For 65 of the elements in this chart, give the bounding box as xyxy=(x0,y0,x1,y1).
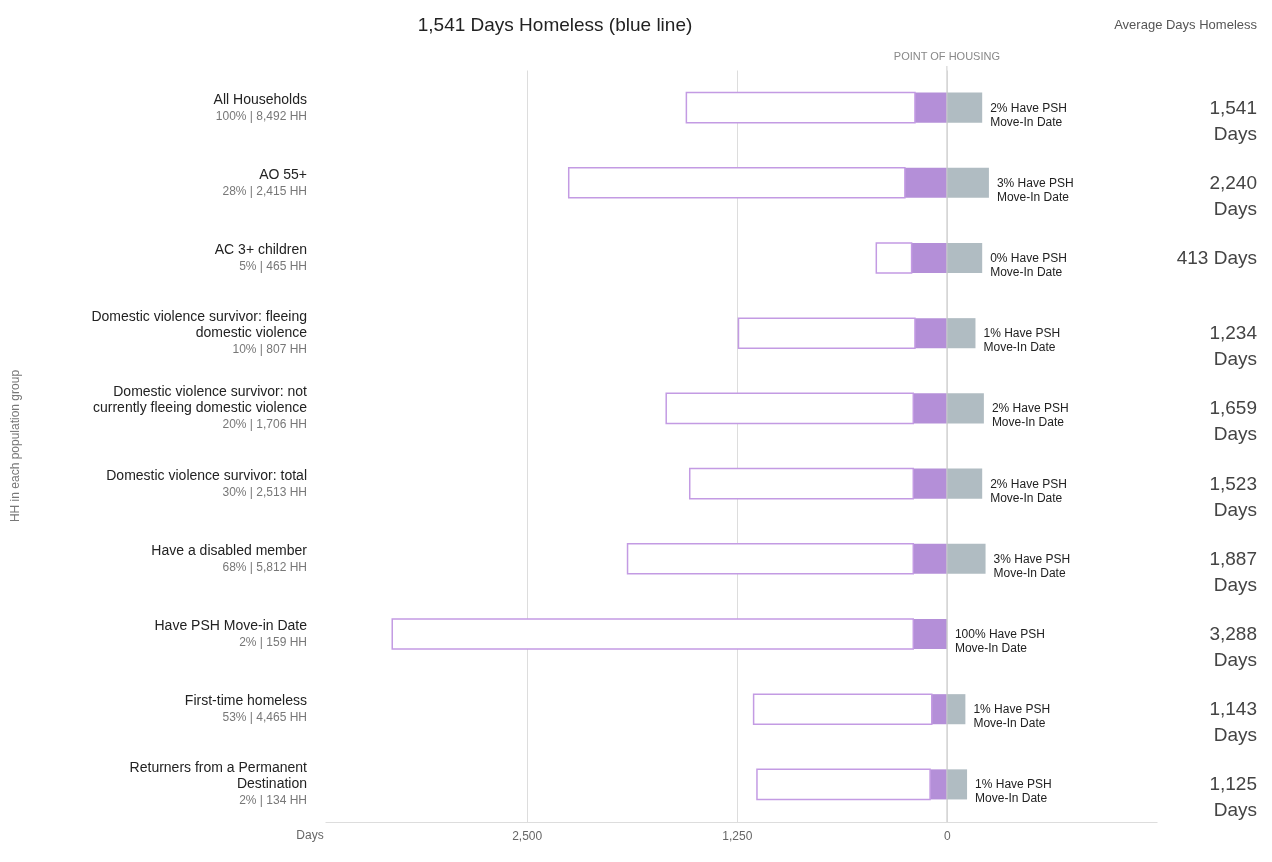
y-tick-label: Have PSH Move-in Date 2% | 159 HH xyxy=(154,617,308,649)
y-tick-label: Returners from a Permanent Destination 2% | 134 HH xyxy=(129,759,308,808)
bar xyxy=(567,167,906,199)
y-tick-label: AC 3+ children 5% | 465 HH xyxy=(214,241,307,273)
y-tick-label: First-time homeless 53% | 4,465 HH xyxy=(184,692,307,725)
bar xyxy=(688,467,915,500)
bar xyxy=(685,91,916,124)
chart-title: 1,541 Days Homeless (blue line) xyxy=(417,14,693,35)
y-tick-label: All Households 100% | 8,492 HH xyxy=(213,90,307,123)
y-tick-label: AO 55+ 28% | 2,415 HH xyxy=(222,165,307,198)
bar xyxy=(946,543,986,574)
bar xyxy=(946,393,984,424)
ref-line-label: POINT OF HOUSING xyxy=(893,50,1000,62)
bar xyxy=(946,468,983,499)
annotation: 1% Have PSH Move-In Date xyxy=(973,702,1051,731)
bar xyxy=(946,92,983,123)
annotation: 3% Have PSH Move-In Date xyxy=(996,175,1074,204)
annotation: 2% Have PSH Move-In Date xyxy=(991,401,1069,430)
text: Average Days Homeless xyxy=(1114,17,1258,32)
text: 3,288 Days xyxy=(1209,623,1257,670)
bar xyxy=(946,318,976,349)
x-tick-label: 0 xyxy=(944,828,952,843)
bar xyxy=(946,694,966,725)
text: 1,125 Days xyxy=(1209,773,1257,821)
text: 1,659 Days xyxy=(1209,397,1257,445)
text: 1,143 Days xyxy=(1209,698,1257,746)
bar xyxy=(911,242,947,274)
bar xyxy=(946,242,983,274)
annotation: 3% Have PSH Move-In Date xyxy=(993,551,1071,580)
bar xyxy=(737,317,916,349)
y-tick-label: Have a disabled member 68% | 5,812 HH xyxy=(151,541,308,574)
bar xyxy=(946,167,989,198)
bar xyxy=(913,468,947,499)
bar xyxy=(913,393,947,424)
annotation: 2% Have PSH Move-In Date xyxy=(990,476,1067,505)
bar xyxy=(914,92,947,123)
text: HH in each population group xyxy=(8,369,22,523)
annotation: 100% Have PSH Move-In Date xyxy=(954,627,1045,655)
annotation: 2% Have PSH Move-In Date xyxy=(990,100,1067,129)
text: 1,523 Days xyxy=(1209,472,1257,520)
bar xyxy=(391,618,915,650)
bar xyxy=(913,618,947,650)
bar xyxy=(665,392,915,425)
y-tick-label: Domestic violence survivor: not currently fleeing domestic violence 20% | 1,706 HH xyxy=(93,383,308,432)
bar xyxy=(756,768,931,801)
bar xyxy=(913,543,947,574)
bar xyxy=(904,167,947,198)
x-tick-label: 2,500 xyxy=(512,828,543,843)
bar xyxy=(946,769,968,800)
y-tick-label: Domestic violence survivor: fleeing domestic violence 10% | 807 HH xyxy=(91,308,308,357)
text: 1,887 Days xyxy=(1209,547,1257,595)
bar xyxy=(752,693,933,725)
text: 1,541 Days xyxy=(1209,96,1257,144)
annotation: 0% Have PSH Move-In Date xyxy=(990,251,1067,279)
bar xyxy=(626,543,915,575)
bar xyxy=(914,318,947,349)
y-tick-label: Domestic violence survivor: total 30% | 2,513 HH xyxy=(106,466,307,499)
text: 1,234 Days xyxy=(1209,322,1258,370)
text: 2,240 Days xyxy=(1209,171,1257,219)
x-tick-label: 1,250 xyxy=(722,828,753,843)
annotation: 1% Have PSH Move-In Date xyxy=(983,326,1061,355)
x-axis-title: Days xyxy=(296,828,324,842)
annotation: 1% Have PSH Move-In Date xyxy=(975,777,1052,806)
bar xyxy=(875,242,913,274)
text: 413 Days xyxy=(1176,247,1257,268)
